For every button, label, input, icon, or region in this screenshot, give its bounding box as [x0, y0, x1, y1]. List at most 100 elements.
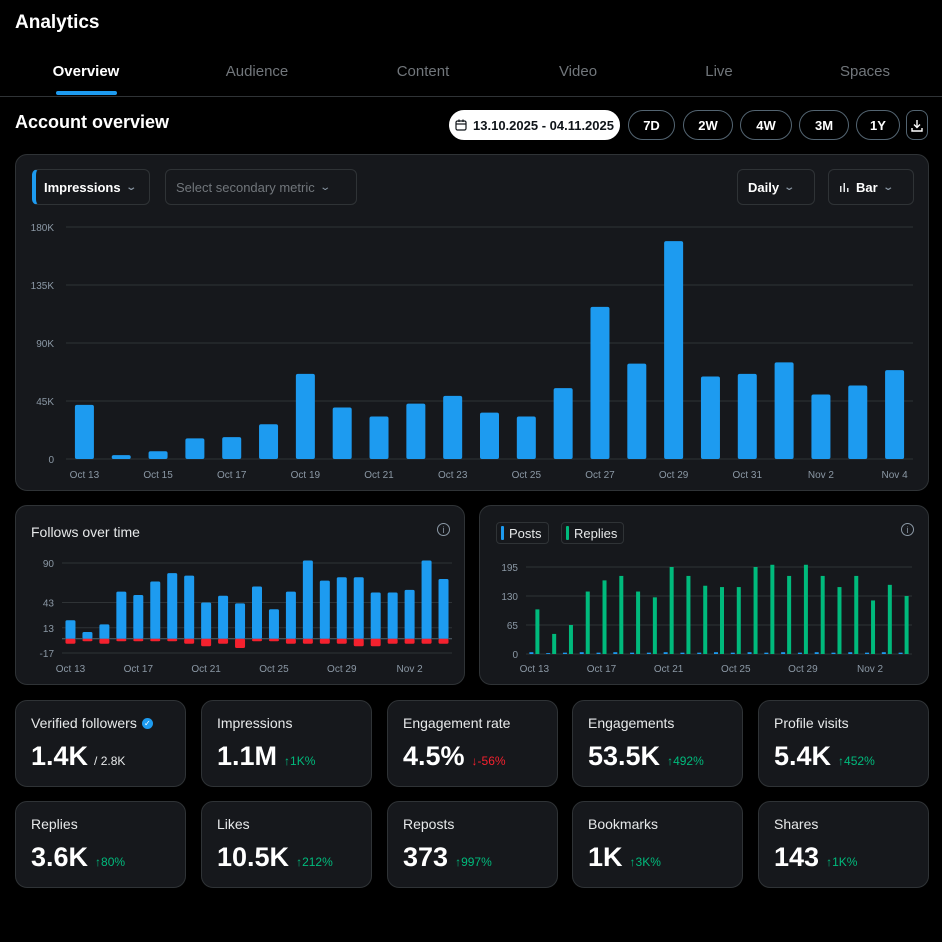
info-icon[interactable]: i [901, 523, 914, 536]
follows-bar [82, 631, 93, 639]
chevron-down-icon: ⌄ [882, 181, 894, 193]
follows-bar [167, 573, 178, 639]
date-range-button[interactable]: 13.10.2025 - 04.11.2025 [449, 110, 620, 140]
metric-value: 1K ↑3K% [588, 842, 661, 873]
unfollows-bar [133, 638, 144, 642]
follows-bar [285, 591, 296, 639]
chart-type-select[interactable]: Bar ⌄ [828, 169, 914, 205]
impressions-bar [516, 416, 536, 459]
tab-content[interactable]: Content [396, 63, 450, 80]
metric-card-engagements[interactable]: Engagements 53.5K ↑492% [572, 700, 743, 787]
posts-bar [764, 652, 769, 654]
metric-value-text: 4.5% [403, 741, 465, 771]
legend-swatch-posts [501, 526, 504, 540]
x-tick-label: Nov 2 [857, 664, 884, 675]
follows-bar [218, 595, 229, 639]
metric-sub: / 2.8K [94, 754, 126, 768]
follows-bar [336, 577, 347, 639]
y-tick-label: 135K [31, 281, 55, 292]
metric-card-engagement-rate[interactable]: Engagement rate 4.5% ↓-56% [387, 700, 558, 787]
secondary-metric-select[interactable]: Select secondary metric ⌄ [165, 169, 357, 205]
metric-card-likes[interactable]: Likes 10.5K ↑212% [201, 801, 372, 888]
tab-spaces[interactable]: Spaces [839, 63, 891, 80]
metric-card-replies[interactable]: Replies 3.6K ↑80% [15, 801, 186, 888]
metric-card-profile-visits[interactable]: Profile visits 5.4K ↑452% [758, 700, 929, 787]
posts-bar [781, 652, 786, 654]
granularity-label: Daily [748, 179, 780, 195]
impressions-bar [74, 404, 94, 459]
active-tab-indicator [56, 91, 117, 95]
replies-bar [904, 596, 909, 654]
metric-card-bookmarks[interactable]: Bookmarks 1K ↑3K% [572, 801, 743, 888]
impressions-bar [700, 376, 720, 459]
info-icon[interactable]: i [437, 523, 450, 536]
tab-overview[interactable]: Overview [52, 63, 120, 80]
legend-replies[interactable]: Replies [561, 522, 625, 544]
x-tick-label: Oct 13 [520, 664, 550, 675]
posts-bar [714, 652, 718, 654]
posts-bar [848, 652, 853, 654]
primary-metric-select[interactable]: Impressions ⌄ [32, 169, 150, 205]
posts-bar [814, 652, 819, 654]
unfollows-bar [336, 638, 347, 644]
posts-bar [747, 652, 752, 654]
metric-card-shares[interactable]: Shares 143 ↑1K% [758, 801, 929, 888]
metric-card-reposts[interactable]: Reposts 373 ↑997% [387, 801, 558, 888]
follows-bar [235, 603, 246, 639]
y-tick-label: 65 [507, 621, 519, 632]
unfollows-bar [99, 638, 110, 644]
metric-delta: ↑212% [296, 855, 333, 869]
impressions-bar [259, 424, 279, 459]
posts-bar [630, 652, 635, 654]
legend-swatch-replies [566, 526, 569, 540]
x-tick-label: Nov 2 [397, 664, 424, 675]
replies-bar [820, 575, 825, 654]
granularity-select[interactable]: Daily ⌄ [737, 169, 815, 205]
tab-live[interactable]: Live [705, 63, 733, 80]
unfollows-bar [285, 638, 296, 644]
range-3m-button[interactable]: 3M [799, 110, 849, 140]
tab-video[interactable]: Video [558, 63, 598, 80]
metric-value-text: 53.5K [588, 741, 661, 771]
x-tick-label: Oct 17 [124, 664, 154, 675]
metric-label: Reposts [403, 816, 455, 832]
metric-card-verified-followers[interactable]: Verified followers ✓ 1.4K / 2.8K [15, 700, 186, 787]
posts-bar [797, 652, 802, 654]
unfollows-bar [167, 638, 178, 642]
replies-bar [736, 587, 741, 654]
follows-bar [116, 591, 127, 639]
follows-bar [421, 560, 432, 639]
download-button[interactable] [906, 110, 928, 140]
impressions-bar [553, 388, 573, 459]
secondary-metric-placeholder: Select secondary metric [176, 179, 315, 195]
y-tick-label: 43 [43, 599, 55, 610]
legend-posts[interactable]: Posts [496, 522, 549, 544]
x-tick-label: Oct 13 [70, 470, 100, 481]
metric-value: 5.4K ↑452% [774, 741, 875, 772]
chevron-down-icon: ⌄ [783, 181, 796, 193]
y-tick-label: 130 [501, 592, 518, 603]
chevron-down-icon: ⌄ [319, 181, 331, 193]
x-tick-label: Oct 29 [659, 470, 689, 481]
replies-bar [871, 600, 876, 654]
follows-bar [438, 578, 449, 639]
metric-card-impressions[interactable]: Impressions 1.1M ↑1K% [201, 700, 372, 787]
metric-delta: ↑452% [838, 754, 875, 768]
impressions-bar [737, 373, 757, 459]
y-tick-label: -17 [40, 649, 55, 660]
impressions-bar [332, 407, 352, 459]
unfollows-bar [184, 638, 195, 644]
follows-bar [302, 560, 313, 639]
range-2w-button[interactable]: 2W [683, 110, 733, 140]
posts-bar [579, 652, 584, 654]
range-4w-button[interactable]: 4W [740, 110, 792, 140]
x-tick-label: Oct 17 [587, 664, 617, 675]
range-1y-button[interactable]: 1Y [856, 110, 900, 140]
replies-bar [585, 591, 590, 654]
range-7d-button[interactable]: 7D [628, 110, 675, 140]
legend-posts-label: Posts [509, 525, 542, 541]
y-tick-label: 90K [36, 339, 54, 350]
metric-delta: ↑1K% [284, 754, 316, 768]
tab-audience[interactable]: Audience [225, 63, 289, 80]
replies-bar [770, 564, 775, 654]
